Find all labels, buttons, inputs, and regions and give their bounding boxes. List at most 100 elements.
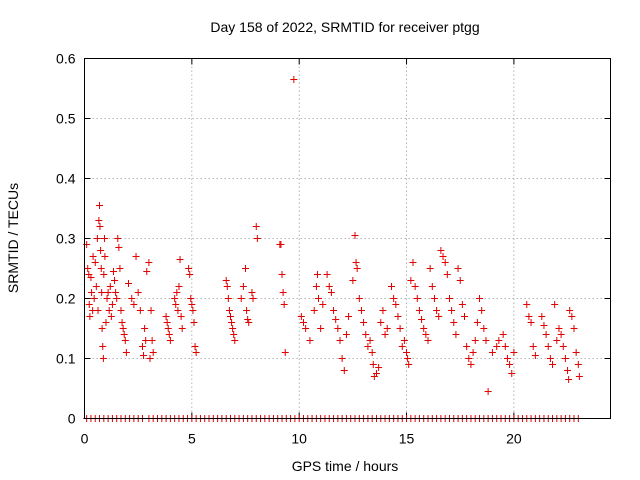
data-point — [465, 355, 473, 362]
data-point — [467, 361, 475, 368]
data-point — [229, 325, 237, 332]
data-point — [411, 283, 419, 290]
data-point — [313, 271, 321, 278]
y-tick-label: 0.4 — [56, 171, 76, 187]
data-point — [553, 337, 561, 344]
data-point — [538, 313, 546, 320]
data-point — [478, 307, 486, 314]
data-points — [83, 76, 583, 422]
data-point — [249, 295, 257, 302]
data-point — [557, 331, 565, 338]
data-point — [226, 313, 234, 320]
data-point — [529, 343, 537, 350]
data-point — [540, 322, 548, 329]
data-point — [114, 235, 122, 242]
data-point — [140, 352, 148, 359]
data-point — [351, 232, 359, 239]
data-point — [297, 313, 305, 320]
data-point — [142, 337, 150, 344]
data-point — [400, 337, 408, 344]
data-point — [191, 343, 199, 350]
y-tick-label: 0.2 — [56, 291, 76, 307]
data-point — [574, 361, 582, 368]
y-axis-label: SRMTID / TECUs — [5, 183, 21, 293]
data-point — [454, 265, 462, 272]
data-point — [488, 349, 496, 356]
data-point — [493, 343, 501, 350]
x-tick-label: 10 — [291, 431, 307, 447]
data-point — [424, 337, 432, 344]
data-point — [392, 301, 400, 308]
data-point — [279, 289, 287, 296]
data-point — [319, 301, 327, 308]
data-point — [88, 289, 96, 296]
data-point — [396, 325, 404, 332]
data-point — [91, 259, 99, 266]
data-point — [312, 283, 320, 290]
data-point — [278, 271, 286, 278]
data-point — [559, 343, 567, 350]
data-point — [146, 355, 154, 362]
data-point — [138, 343, 146, 350]
data-point — [394, 313, 402, 320]
data-point — [95, 217, 103, 224]
data-point — [362, 331, 370, 338]
data-point — [120, 331, 128, 338]
data-point — [106, 283, 114, 290]
data-point — [109, 268, 117, 275]
data-point — [357, 307, 365, 314]
data-point — [237, 295, 245, 302]
data-point — [253, 235, 261, 242]
data-point — [342, 331, 350, 338]
data-point — [96, 202, 104, 209]
data-point — [96, 223, 104, 230]
data-point — [336, 337, 344, 344]
data-point — [379, 307, 387, 314]
data-point — [506, 361, 514, 368]
data-point — [435, 313, 443, 320]
data-point — [141, 325, 149, 332]
data-point — [495, 337, 503, 344]
data-point — [549, 361, 557, 368]
data-point — [409, 259, 417, 266]
data-point — [143, 268, 151, 275]
plot-frame — [84, 58, 611, 419]
x-axis-label: GPS time / hours — [292, 458, 399, 474]
data-point — [108, 301, 116, 308]
data-point — [366, 337, 374, 344]
data-point — [186, 271, 194, 278]
data-point — [448, 307, 456, 314]
data-point — [484, 388, 492, 395]
data-point — [100, 235, 108, 242]
data-point — [176, 256, 184, 263]
data-point — [546, 355, 554, 362]
data-point — [330, 307, 338, 314]
data-point — [439, 253, 447, 260]
data-point — [306, 337, 314, 344]
data-point — [164, 325, 172, 332]
data-point — [225, 307, 233, 314]
data-point — [531, 352, 539, 359]
data-point — [570, 325, 578, 332]
data-point — [390, 295, 398, 302]
data-point — [437, 247, 445, 254]
data-point — [101, 253, 109, 260]
data-point — [223, 283, 231, 290]
data-point — [185, 265, 193, 272]
data-point — [94, 307, 102, 314]
data-point — [189, 307, 197, 314]
data-point — [340, 367, 348, 374]
data-point — [280, 301, 288, 308]
data-point — [510, 349, 518, 356]
data-point — [99, 343, 107, 350]
data-point — [407, 277, 415, 284]
data-point — [403, 349, 411, 356]
data-point — [149, 349, 157, 356]
data-point — [92, 283, 100, 290]
data-point — [428, 283, 436, 290]
data-point — [118, 319, 126, 326]
data-point — [242, 265, 250, 272]
data-point — [413, 295, 421, 302]
data-point — [93, 235, 101, 242]
data-point — [104, 289, 112, 296]
